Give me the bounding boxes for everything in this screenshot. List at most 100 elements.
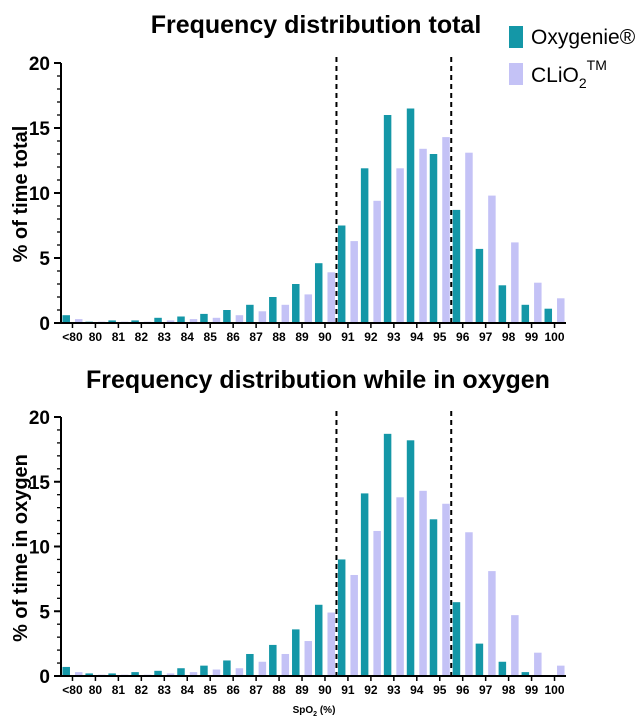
bar-oxygenie-86 (223, 660, 231, 676)
bar-oxygenie-93 (383, 433, 392, 676)
x-tick-label: 81 (112, 330, 126, 344)
legend-label-clio2-sup: TM (587, 57, 607, 73)
bar-oxygenie-97 (475, 643, 484, 676)
x-tick-label: 100 (545, 330, 565, 344)
bar-oxygenie-99 (521, 304, 530, 323)
legend-swatch-clio2 (509, 63, 523, 85)
bar-oxygenie-85 (200, 665, 208, 676)
bar-oxygenie-97 (475, 248, 484, 323)
chart-panel-total: Frequency distribution total % of time t… (10, 11, 566, 344)
x-tick-label: 98 (502, 330, 516, 344)
x-tick-label: 86 (226, 683, 240, 697)
chart-panel-in-oxygen: Frequency distribution while in oxygen %… (10, 366, 566, 717)
bar-oxygenie-80 (85, 673, 93, 676)
bar-oxygenie-91 (337, 559, 346, 676)
bar-clio2-91 (350, 241, 358, 323)
x-tick-label: <80 (62, 683, 83, 697)
x-tick-label: 100 (545, 683, 565, 697)
x-tick-label: 94 (410, 683, 424, 697)
bar-oxygenie-94 (406, 440, 415, 676)
x-tick-label: 91 (341, 330, 355, 344)
bar-clio2-91 (350, 574, 358, 676)
x-tick-label: 87 (249, 330, 263, 344)
bar-clio2-88 (281, 304, 290, 323)
x-tick-label: 98 (502, 683, 516, 697)
bar-oxygenie-81 (108, 673, 116, 676)
x-tick-label: 90 (318, 330, 332, 344)
bar-oxygenie-90 (314, 604, 323, 676)
x-axis-label-unit: (%) (317, 705, 335, 716)
bar-clio2-84 (189, 319, 198, 323)
x-tick-label: 80 (89, 330, 103, 344)
y-tick-label: 20 (29, 408, 50, 429)
bar-oxygenie-99 (521, 672, 530, 676)
x-axis-label: SpO2 (%) (293, 705, 336, 717)
bar-clio2-95 (442, 503, 450, 676)
bar-oxygenie-83 (154, 317, 162, 323)
y-tick-label: 10 (29, 184, 50, 205)
bar-oxygenie-95 (429, 519, 438, 676)
chart-title: Frequency distribution while in oxygen (86, 366, 550, 394)
bar-oxygenie-86 (223, 310, 231, 323)
legend-swatch-oxygenie (509, 26, 523, 48)
bar-oxygenie-94 (406, 108, 415, 323)
bar-group (62, 108, 565, 323)
bar-oxygenie-82 (131, 320, 139, 323)
bar-oxygenie-89 (292, 284, 300, 323)
bar-oxygenie-84 (177, 668, 185, 676)
x-tick-label: 95 (433, 683, 447, 697)
bar-clio2-86 (235, 668, 244, 676)
bar-oxygenie-95 (429, 154, 438, 323)
bar-clio2-97 (488, 195, 496, 323)
legend-label-clio2: CLiO2TM (531, 57, 607, 91)
bar-clio2-92 (373, 200, 381, 323)
x-tick-label: 93 (387, 330, 401, 344)
x-tick-label: 88 (272, 330, 286, 344)
y-tick-label: 0 (39, 667, 50, 688)
bar-clio2-96 (465, 152, 473, 323)
x-tick-label: 94 (410, 330, 424, 344)
bar-clio2-96 (465, 532, 473, 676)
x-tick-label: 80 (89, 683, 103, 697)
x-tick-label: 97 (479, 683, 493, 697)
bar-clio2-89 (304, 294, 313, 323)
y-tick-label: 10 (29, 538, 50, 559)
bar-oxygenie-92 (360, 168, 369, 323)
bar-group (62, 433, 565, 676)
bar-clio2-87 (258, 661, 267, 676)
axes: 0 5 10 15 20 <80 80 81 82 83 84 85 86 87 88 89 90 91 92 93 9… (29, 408, 566, 697)
x-tick-label: 85 (204, 683, 218, 697)
y-axis-label: % of time total (10, 126, 32, 263)
x-tick-label: 84 (181, 683, 195, 697)
bar-clio2-85 (212, 317, 221, 323)
x-tick-label: 97 (479, 330, 493, 344)
axes: 0 5 10 15 20 <80 80 81 82 83 84 85 86 87 88 89 90 91 92 93 9… (29, 54, 566, 344)
bar-clio2-84 (189, 672, 198, 676)
bar-clio2-94 (419, 148, 427, 323)
x-tick-label: 96 (456, 330, 470, 344)
bar-oxygenie-92 (360, 493, 369, 676)
bar-oxygenie-90 (314, 263, 323, 323)
bar-clio2-90 (327, 612, 335, 676)
x-tick-label: 86 (226, 330, 240, 344)
bar-clio2-98 (511, 615, 519, 676)
x-tick-label: 96 (456, 683, 470, 697)
bar-oxygenie-89 (292, 629, 300, 676)
bar-clio2-89 (304, 641, 313, 676)
bar-clio2-97 (488, 571, 496, 676)
x-tick-label: 92 (364, 683, 378, 697)
bar-oxygenie-100 (544, 308, 553, 323)
x-tick-label: 84 (181, 330, 195, 344)
bar-clio2-85 (212, 669, 221, 676)
bar-clio2-93 (396, 497, 404, 676)
bar-clio2-83 (166, 673, 175, 676)
bar-oxygenie-85 (200, 313, 208, 323)
bar-clio2-99 (534, 282, 542, 323)
bar-clio2-100 (557, 298, 565, 323)
bar-oxygenie-84 (177, 316, 185, 323)
bar-clio2-83 (166, 320, 175, 323)
x-axis-label-main: SpO (293, 705, 314, 716)
x-axis-label-sub: 2 (313, 711, 317, 717)
chart-title: Frequency distribution total (151, 11, 482, 39)
bar-oxygenie-83 (154, 670, 162, 676)
